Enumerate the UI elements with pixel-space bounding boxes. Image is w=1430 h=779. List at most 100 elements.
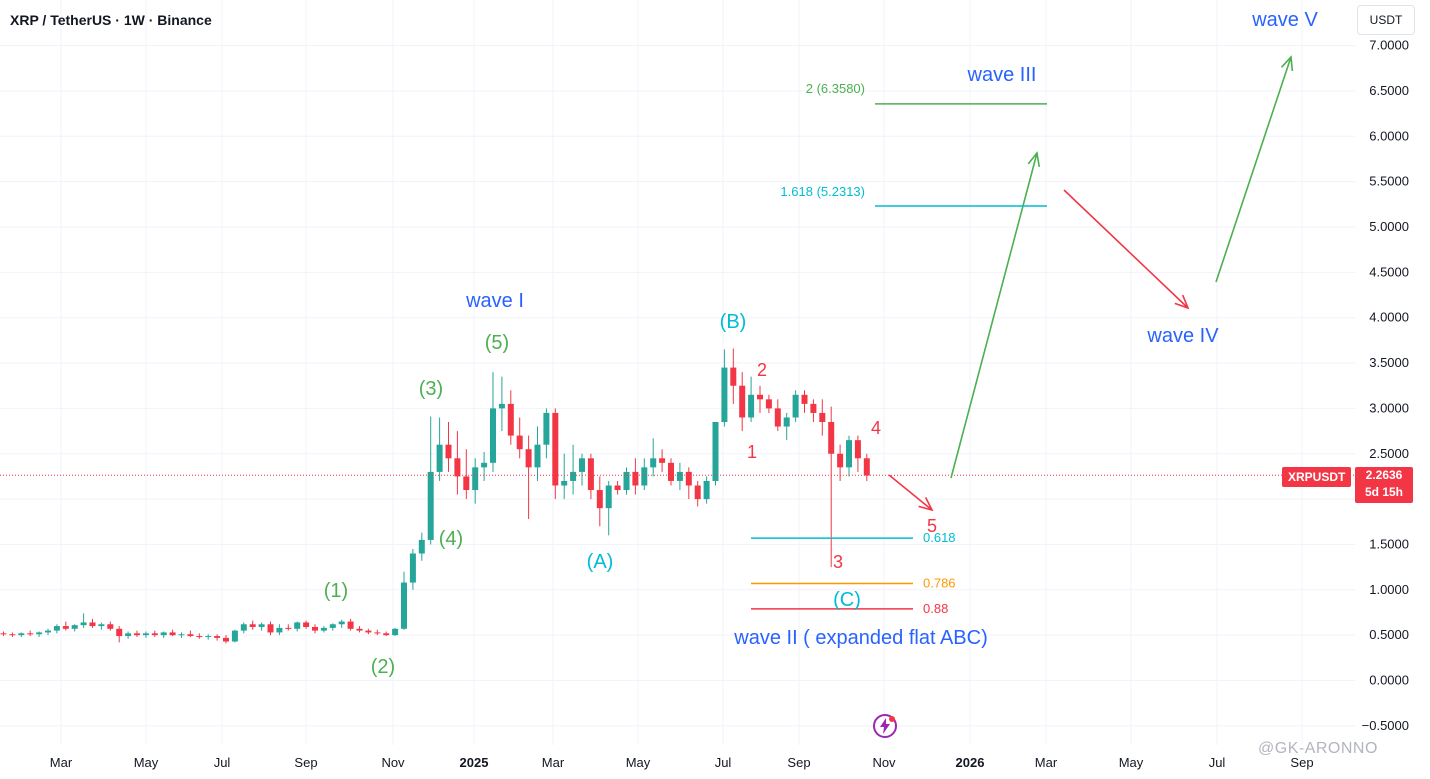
time-tick-label: Sep	[294, 755, 317, 770]
wave-iii-label: wave III	[967, 64, 1037, 86]
candle-body	[846, 440, 852, 468]
candle-body	[36, 632, 43, 635]
wave-iii-arrow	[950, 152, 1038, 479]
count-label: 5	[927, 516, 937, 536]
candle-body	[365, 630, 372, 633]
candle-body	[810, 403, 817, 413]
subwave-label: (2)	[371, 656, 395, 678]
symbol-price-tag: XRPUSDT	[1282, 467, 1352, 487]
candle-body	[267, 624, 274, 633]
watermark: @GK-ARONNO	[1258, 740, 1378, 757]
candle-body	[151, 633, 158, 636]
candle-body	[160, 632, 167, 636]
time-axis[interactable]: Mar May Jul Sep Nov 2025 Mar May Jul Sep Nov 2026 Ma…	[50, 755, 1314, 770]
candle-body	[18, 633, 25, 636]
last-price-tag: 2.2636 5d 15h	[1355, 467, 1413, 503]
candle-body	[169, 632, 176, 636]
candle-body	[214, 636, 221, 638]
price-axis[interactable]: −0.50000.00000.50001.00001.50002.00002.5…	[1362, 38, 1409, 733]
candle-body	[418, 539, 425, 554]
candle-body	[748, 394, 755, 418]
time-tick-label: Sep	[1290, 755, 1313, 770]
candle-body	[98, 624, 105, 627]
wave-iii-arrow-head	[1027, 151, 1041, 167]
grid-lines	[0, 0, 1355, 745]
price-tick-label: 4.5000	[1369, 264, 1409, 279]
price-tick-label: 6.5000	[1369, 83, 1409, 98]
count-label: 4	[871, 418, 881, 438]
candle-body	[178, 634, 185, 636]
time-tick-label: Mar	[1035, 755, 1058, 770]
candle-body	[392, 628, 399, 636]
candle-body	[721, 367, 728, 423]
time-tick-label: Jul	[715, 755, 732, 770]
candle-body	[490, 408, 496, 463]
candle-body	[641, 467, 648, 486]
price-tick-label: 3.5000	[1369, 355, 1409, 370]
candle-body	[587, 458, 594, 491]
fib-088-label: 0.88	[923, 601, 948, 616]
candle-body	[320, 627, 327, 631]
candle-body	[125, 633, 132, 637]
wave-iv-label: wave IV	[1146, 325, 1219, 347]
candle-body	[285, 627, 292, 629]
candle-body	[142, 633, 149, 636]
count-label: 3	[833, 552, 843, 572]
lightning-icon[interactable]	[872, 713, 898, 739]
wave-5-arrow	[888, 474, 933, 511]
wave-iv-arrow	[1063, 189, 1189, 309]
candle-body	[543, 412, 550, 445]
subwave-label: (5)	[485, 332, 509, 354]
count-label: 1	[747, 442, 757, 462]
time-tick-label: May	[626, 755, 651, 770]
candle-body	[774, 408, 781, 427]
candle-body	[463, 476, 470, 491]
abc-label: (C)	[833, 589, 861, 611]
fib-1618-label: 1.618 (5.2313)	[780, 184, 865, 199]
candle-body	[863, 458, 870, 476]
wave-i-label: wave I	[465, 290, 524, 312]
candle-body	[650, 458, 657, 468]
candle-body	[605, 485, 612, 509]
candle-body	[249, 624, 256, 627]
candle-body	[356, 628, 363, 631]
time-tick-label: Sep	[787, 755, 810, 770]
candle-body	[409, 553, 416, 583]
price-tick-label: 7.0000	[1369, 38, 1409, 53]
currency-selector[interactable]: USDT	[1357, 5, 1415, 35]
time-tick-label: May	[1119, 755, 1144, 770]
last-price-value: 2.2636	[1365, 468, 1403, 482]
wave-v-arrow	[1215, 56, 1292, 283]
candle-body	[9, 634, 16, 636]
candle-body	[62, 626, 69, 629]
candle-body	[116, 628, 123, 637]
candle-body	[338, 621, 345, 625]
candle-body	[570, 471, 577, 481]
candle-body	[383, 633, 390, 636]
candle-body	[659, 458, 666, 463]
abc-label: (B)	[720, 311, 747, 333]
candle-body	[507, 403, 514, 436]
candle-body	[819, 412, 826, 423]
price-tick-label: 3.0000	[1369, 400, 1409, 415]
candle-body	[596, 490, 603, 509]
candle-body	[231, 630, 238, 642]
candle-body	[481, 462, 488, 468]
time-tick-label: Jul	[214, 755, 231, 770]
subwave-label: (1)	[324, 580, 348, 602]
drawings: 0.618 0.786 0.88 1.618 (5.2313) 2 (6.3580) wa…	[324, 9, 1319, 678]
candle-body	[614, 485, 621, 491]
candle-body	[347, 621, 354, 629]
wave-v-label: wave V	[1251, 9, 1318, 31]
time-tick-label: Mar	[542, 755, 565, 770]
chart-title: XRP / TetherUS · 1W · Binance	[10, 12, 212, 28]
candle-body	[303, 622, 310, 627]
candle-body	[223, 637, 229, 642]
price-tick-label: 0.5000	[1369, 627, 1409, 642]
subwave-label: (4)	[439, 528, 463, 550]
time-tick-label: 2025	[460, 755, 489, 770]
candle-body	[374, 632, 381, 634]
price-tick-label: 1.0000	[1369, 582, 1409, 597]
abc-label: (A)	[587, 551, 614, 573]
